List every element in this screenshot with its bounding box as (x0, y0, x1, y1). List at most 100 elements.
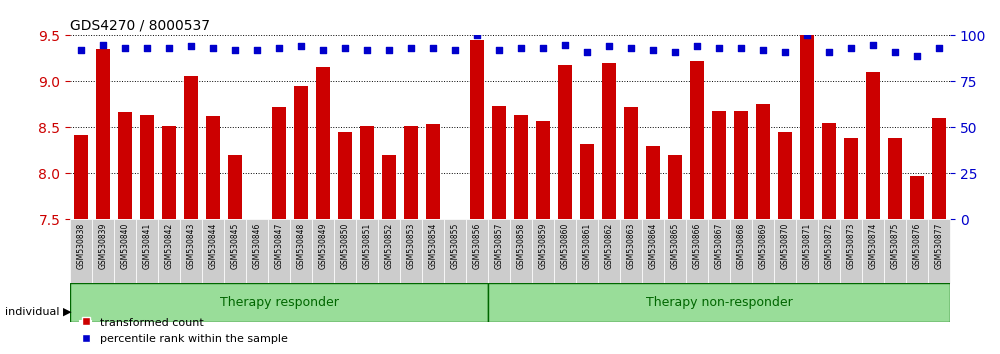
Bar (756, 104, 770, 219)
Text: GSM530838: GSM530838 (76, 223, 86, 269)
Bar (338, 132, 352, 219)
Text: GSM530852: GSM530852 (384, 223, 394, 269)
Bar (294, 86, 308, 219)
Point (777, 49, 793, 55)
Text: GSM530874: GSM530874 (868, 223, 878, 269)
Bar (646, 146, 660, 219)
Point (623, 45, 639, 51)
Text: GSM530843: GSM530843 (186, 223, 196, 269)
Text: GSM530847: GSM530847 (274, 223, 284, 269)
Point (755, 47, 771, 53)
Bar (206, 116, 220, 219)
Bar (866, 72, 880, 219)
Bar (114, 219, 136, 283)
Bar (184, 76, 198, 219)
Point (909, 53, 925, 58)
Text: GSM530853: GSM530853 (406, 223, 416, 269)
Text: GSM530872: GSM530872 (824, 223, 834, 269)
Text: individual ▶: individual ▶ (5, 307, 72, 316)
Point (821, 49, 837, 55)
Text: GSM530857: GSM530857 (494, 223, 504, 269)
Bar (668, 155, 682, 219)
Bar (862, 219, 884, 283)
Bar (382, 155, 396, 219)
Text: Therapy non-responder: Therapy non-responder (646, 296, 792, 309)
Point (535, 45, 551, 51)
Bar (202, 219, 224, 283)
Bar (158, 219, 180, 283)
Point (161, 45, 177, 51)
Text: GSM530861: GSM530861 (582, 223, 592, 269)
Point (733, 45, 749, 51)
Bar (800, 0, 814, 219)
Bar (514, 115, 528, 219)
Text: GSM530864: GSM530864 (648, 223, 658, 269)
Bar (316, 67, 330, 219)
Bar (752, 219, 774, 283)
Point (579, 49, 595, 55)
Text: GSM530844: GSM530844 (208, 223, 218, 269)
Text: GSM530866: GSM530866 (692, 223, 702, 269)
Bar (268, 219, 290, 283)
Bar (576, 219, 598, 283)
Text: GSM530854: GSM530854 (428, 223, 438, 269)
Point (601, 44, 617, 49)
Bar (228, 155, 242, 219)
Text: GSM530865: GSM530865 (670, 223, 680, 269)
Point (887, 49, 903, 55)
Point (469, 33, 485, 38)
Bar (224, 219, 246, 283)
Text: GSM530855: GSM530855 (450, 223, 460, 269)
Point (117, 45, 133, 51)
Point (491, 47, 507, 53)
Bar (136, 219, 158, 283)
Text: GSM530858: GSM530858 (516, 223, 526, 269)
Text: GSM530870: GSM530870 (780, 223, 790, 269)
Text: GSM530849: GSM530849 (318, 223, 328, 269)
Bar (118, 112, 132, 219)
Bar (932, 118, 946, 219)
Text: GSM530848: GSM530848 (296, 223, 306, 269)
Point (403, 45, 419, 51)
Point (711, 45, 727, 51)
Bar (360, 126, 374, 219)
Point (337, 45, 353, 51)
Text: GSM530869: GSM530869 (759, 223, 768, 269)
Point (271, 45, 287, 51)
Bar (686, 219, 708, 283)
Point (645, 47, 661, 53)
Text: GSM530863: GSM530863 (626, 223, 636, 269)
Point (931, 45, 947, 51)
Point (95, 42, 111, 47)
Bar (334, 219, 356, 283)
Bar (910, 176, 924, 219)
Point (73, 47, 89, 53)
Bar (928, 219, 950, 283)
Text: GSM530862: GSM530862 (604, 223, 614, 269)
Bar (70, 219, 92, 283)
Text: GSM530839: GSM530839 (98, 223, 108, 269)
Bar (778, 132, 792, 219)
Bar (620, 219, 642, 283)
Text: GSM530875: GSM530875 (891, 223, 900, 269)
Bar (818, 219, 840, 283)
Bar (96, 49, 110, 219)
Bar (888, 138, 902, 219)
Bar (536, 121, 550, 219)
Text: GSM530842: GSM530842 (164, 223, 174, 269)
Text: GSM530856: GSM530856 (473, 223, 482, 269)
Bar (426, 124, 440, 219)
Text: GSM530860: GSM530860 (560, 223, 570, 269)
Point (183, 44, 199, 49)
Point (667, 49, 683, 55)
Text: Therapy responder: Therapy responder (220, 296, 338, 309)
Point (425, 45, 441, 51)
Text: GSM530871: GSM530871 (802, 223, 812, 269)
Bar (272, 107, 286, 219)
Bar (840, 219, 862, 283)
Bar (664, 219, 686, 283)
Bar (290, 219, 312, 283)
Bar (884, 219, 906, 283)
Bar (624, 107, 638, 219)
Bar (774, 219, 796, 283)
